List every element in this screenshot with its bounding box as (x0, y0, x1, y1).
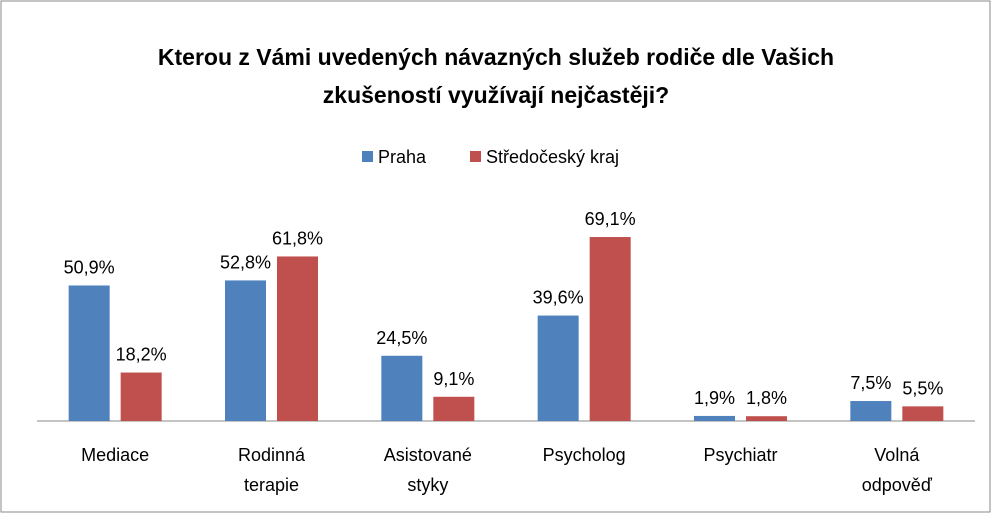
bar (537, 315, 579, 421)
bar (746, 416, 787, 421)
data-label: 69,1% (585, 209, 636, 229)
chart-title: Kterou z Vámi uvedených návazných služeb… (157, 44, 835, 108)
data-label: 24,5% (376, 328, 427, 348)
data-label: 52,8% (220, 252, 271, 272)
bar (433, 396, 475, 421)
data-label: 9,1% (433, 369, 474, 389)
data-label: 39,6% (533, 288, 584, 308)
legend-label: Praha (378, 147, 427, 167)
x-tick-label: Asistované styky (383, 445, 472, 495)
bar (277, 256, 318, 421)
bar (589, 237, 631, 421)
data-label: 1,8% (746, 388, 787, 408)
x-tick-label: Rodinná terapie (237, 445, 306, 495)
bar (120, 372, 162, 421)
data-label: 50,9% (64, 257, 115, 277)
bar (694, 415, 735, 421)
x-tick-label: Psychiatr (703, 445, 778, 465)
bar (225, 280, 266, 421)
bar (68, 285, 110, 421)
legend-swatch (470, 151, 481, 162)
data-label: 61,8% (272, 228, 323, 248)
x-tick-label: Mediace (81, 445, 150, 465)
data-label: 5,5% (902, 378, 943, 398)
bar (902, 406, 944, 421)
x-tick-label: Psycholog (542, 445, 626, 465)
bar (381, 355, 423, 421)
data-label: 7,5% (850, 373, 891, 393)
bar (850, 401, 892, 421)
data-label: 1,9% (694, 388, 735, 408)
legend-label: Středočeský kraj (486, 147, 619, 167)
x-tick-label: Volná odpověď (861, 445, 932, 495)
legend-swatch (362, 151, 373, 162)
data-label: 18,2% (116, 345, 167, 365)
